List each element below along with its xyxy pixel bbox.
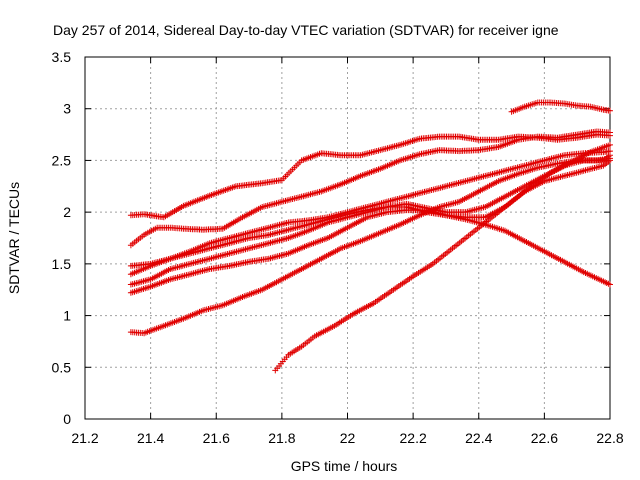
x-tick-label: 21.4 <box>137 430 164 446</box>
y-tick-label: 3 <box>63 101 71 117</box>
x-tick-label: 22.8 <box>596 430 623 446</box>
grid-lines <box>85 57 610 419</box>
data-series <box>127 99 613 374</box>
y-axis-title: SDTVAR / TECUs <box>6 182 22 294</box>
x-tick-label: 21.6 <box>203 430 230 446</box>
x-tick-label: 21.8 <box>268 430 295 446</box>
x-tick-label: 22.6 <box>531 430 558 446</box>
data-point <box>607 141 613 148</box>
data-point <box>607 155 613 162</box>
x-tick-label: 21.2 <box>71 430 98 446</box>
y-tick-labels: 0 0.5 1 1.5 2 2.5 3 3.5 <box>52 49 72 427</box>
y-tick-label: 0.5 <box>52 359 72 375</box>
y-tick-label: 0 <box>63 411 71 427</box>
y-tick-label: 1 <box>63 308 71 324</box>
x-axis-title: GPS time / hours <box>291 458 398 474</box>
y-tick-label: 2.5 <box>52 152 72 168</box>
data-point <box>607 107 613 114</box>
series-track-2 <box>127 128 613 249</box>
series-track-9 <box>508 99 613 115</box>
x-tick-labels: 21.2 21.4 21.6 21.8 22 22.2 22.4 22.6 22.8 <box>71 430 623 446</box>
x-tick-label: 22.4 <box>465 430 492 446</box>
series-track-8 <box>272 141 613 374</box>
series-track-1 <box>127 131 613 221</box>
x-tick-label: 22.2 <box>400 430 427 446</box>
y-tick-label: 3.5 <box>52 49 72 65</box>
y-tick-label: 2 <box>63 204 71 220</box>
data-point <box>607 129 613 136</box>
series-track-7 <box>127 155 613 337</box>
x-tick-label: 22 <box>340 430 356 446</box>
y-tick-label: 1.5 <box>52 256 72 272</box>
chart-title: Day 257 of 2014, Sidereal Day-to-day VTE… <box>53 22 559 38</box>
data-point <box>607 281 613 288</box>
